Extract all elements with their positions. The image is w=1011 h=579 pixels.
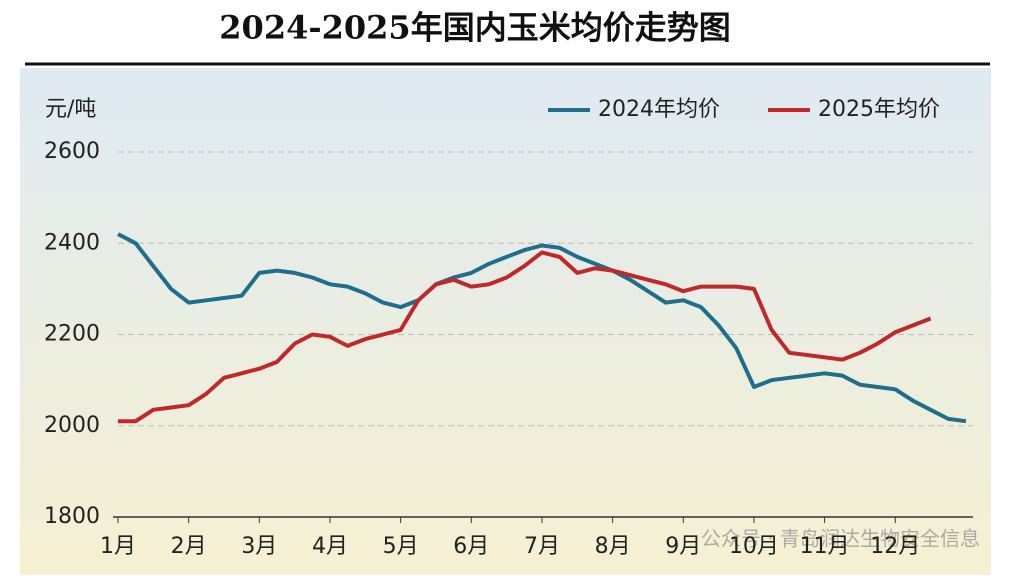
y-tick-label: 2400 bbox=[44, 230, 100, 255]
y-axis-label: 元/吨 bbox=[45, 97, 96, 122]
watermark: 公众号 · 青岛润达生物安全信息 bbox=[701, 527, 980, 551]
x-tick-label: 12月 bbox=[870, 534, 920, 559]
chart-title: 2024-2025年国内玉米均价走势图 bbox=[219, 9, 730, 47]
x-tick-label: 3月 bbox=[241, 534, 277, 559]
y-tick-label: 2200 bbox=[44, 322, 100, 347]
plot-background bbox=[20, 68, 991, 575]
x-tick-label: 8月 bbox=[595, 534, 631, 559]
legend-label: 2024年均价 bbox=[598, 97, 720, 122]
y-tick-label: 2600 bbox=[44, 139, 100, 164]
series-line bbox=[117, 232, 967, 424]
x-tick-label: 5月 bbox=[383, 534, 419, 559]
series-line bbox=[118, 250, 932, 424]
x-tick-label: 7月 bbox=[524, 534, 560, 559]
x-tick-label: 2月 bbox=[171, 534, 207, 559]
x-tick-label: 1月 bbox=[100, 534, 136, 559]
x-tick-label: 6月 bbox=[453, 534, 489, 559]
x-tick-label: 9月 bbox=[665, 534, 701, 559]
y-tick-label: 2000 bbox=[44, 413, 100, 438]
x-tick-label: 10月 bbox=[729, 534, 779, 559]
legend-label: 2025年均价 bbox=[818, 97, 940, 122]
x-tick-label: 11月 bbox=[800, 534, 850, 559]
y-tick-label: 1800 bbox=[44, 504, 100, 529]
x-tick-label: 4月 bbox=[312, 534, 348, 559]
